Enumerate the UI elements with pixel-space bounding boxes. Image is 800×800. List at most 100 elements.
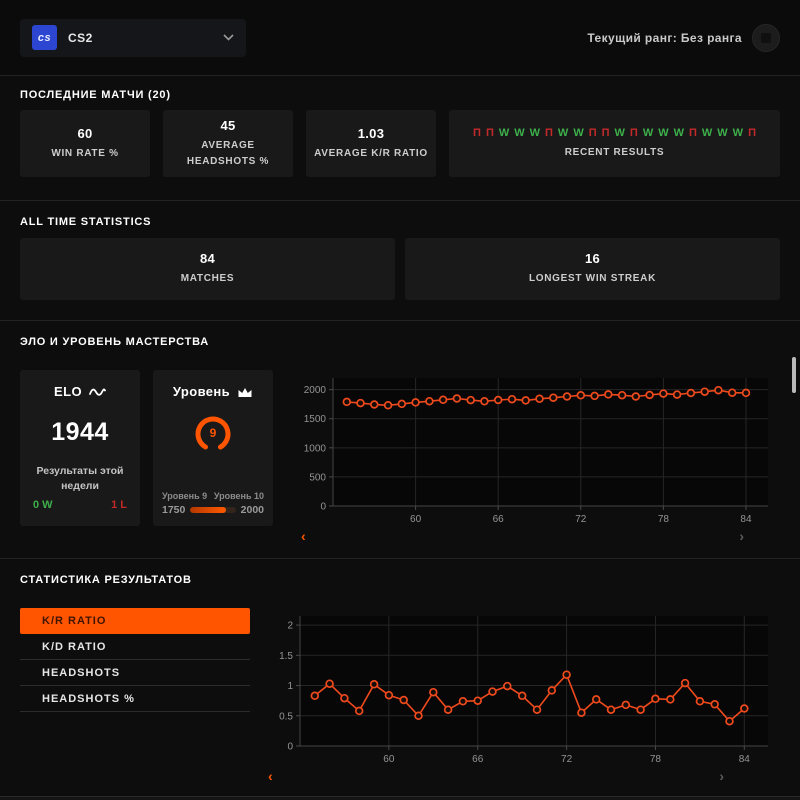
elo-week-subtitle: Результаты этой недели xyxy=(36,465,124,493)
recent-matches-section: ПОСЛЕДНИЕ МАТЧИ (20) 60 WIN RATE % 45 AV… xyxy=(0,76,800,201)
svg-text:60: 60 xyxy=(383,754,395,765)
all-time-title: ALL TIME STATISTICS xyxy=(20,216,152,228)
win-streak-card: 16 LONGEST WIN STREAK xyxy=(405,238,780,300)
match-result-letter: П xyxy=(473,126,481,139)
tab-headshots[interactable]: HEADSHOTS xyxy=(20,660,250,686)
svg-text:1000: 1000 xyxy=(304,443,327,454)
all-time-cards: 84 MATCHES 16 LONGEST WIN STREAK xyxy=(20,238,780,300)
cs2-game-icon: cs xyxy=(32,25,57,50)
stat-tabs: K/R RATIO K/D RATIO HEADSHOTS HEADSHOTS … xyxy=(20,608,250,712)
recent-matches-title: ПОСЛЕДНИЕ МАТЧИ (20) xyxy=(20,89,171,101)
match-result-letter: W xyxy=(717,126,728,139)
svg-text:0: 0 xyxy=(320,502,326,513)
rank-badge-icon xyxy=(752,23,780,52)
current-rank-label: Текущий ранг: Без ранга xyxy=(587,30,742,45)
game-selector-dropdown[interactable]: cs CS2 xyxy=(20,18,246,57)
svg-text:78: 78 xyxy=(658,514,670,525)
tab-kr-ratio[interactable]: K/R RATIO xyxy=(20,608,250,634)
week-wins: 0 W xyxy=(33,499,53,512)
avg-kr-card: 1.03 AVERAGE K/R RATIO xyxy=(306,110,436,177)
page-scrollbar-thumb[interactable] xyxy=(792,357,796,393)
svg-text:60: 60 xyxy=(410,514,422,525)
elo-week-results: 0 W 1 L xyxy=(29,499,131,511)
match-result-letter: W xyxy=(673,126,684,139)
svg-text:2: 2 xyxy=(287,621,293,632)
level-progress-block: Уровень 9 Уровень 10 1750 2000 xyxy=(162,491,264,516)
svg-text:72: 72 xyxy=(575,514,587,525)
current-level-label: Уровень 9 xyxy=(162,491,208,501)
match-result-letter: W xyxy=(529,126,541,139)
kr-chart-prev-button[interactable]: ‹ xyxy=(268,768,273,784)
elo-chart-prev-button[interactable]: ‹ xyxy=(301,528,306,544)
current-rank-group: Текущий ранг: Без ранга xyxy=(587,23,780,52)
elo-chart-pagination: ‹ › xyxy=(293,526,780,546)
match-result-letter: W xyxy=(573,126,584,139)
elo-chart-next-button[interactable]: › xyxy=(739,528,744,544)
elo-row: ELO 1944 Результаты этой недели 0 W 1 L … xyxy=(20,370,780,546)
level-progress-fill xyxy=(190,507,226,513)
match-result-letter: П xyxy=(688,126,697,139)
kr-ratio-chart: 0 0.5 1 1.5 2 60 66 72 78 84 xyxy=(260,608,780,766)
game-selector-value: CS2 xyxy=(68,30,93,45)
kr-chart-column: 0 0.5 1 1.5 2 60 66 72 78 84 ‹ › xyxy=(260,608,780,786)
win-rate-value: 60 xyxy=(77,125,93,141)
week-losses: 1 L xyxy=(111,499,127,512)
win-rate-card: 60 WIN RATE % xyxy=(20,110,150,177)
kr-chart-next-button[interactable]: › xyxy=(719,768,724,784)
match-result-letter: П xyxy=(748,126,756,139)
footer-strip xyxy=(0,797,800,800)
svg-text:66: 66 xyxy=(472,754,484,765)
match-result-letter: W xyxy=(498,126,510,139)
chevron-down-icon xyxy=(223,34,234,41)
recent-stat-cards: 60 WIN RATE % 45 AVERAGE HEADSHOTS % 1.0… xyxy=(20,110,780,177)
match-result-letter: W xyxy=(642,126,654,139)
match-result-letter: W xyxy=(701,126,713,139)
svg-text:1500: 1500 xyxy=(304,414,327,425)
level-card-title: Уровень xyxy=(172,384,231,399)
matches-value: 84 xyxy=(199,251,216,267)
match-result-letter: П xyxy=(545,126,553,139)
matches-label: MATCHES xyxy=(180,273,235,285)
avg-headshots-label: AVERAGE HEADSHOTS % xyxy=(186,140,270,167)
elo-card: ELO 1944 Результаты этой недели 0 W 1 L xyxy=(20,370,140,526)
elo-value: 1944 xyxy=(51,418,109,446)
crown-icon xyxy=(238,387,252,397)
top-bar: cs CS2 Текущий ранг: Без ранга xyxy=(0,0,800,76)
match-result-letter: П xyxy=(588,126,597,139)
kr-chart-pagination: ‹ › xyxy=(260,766,780,786)
win-rate-label: WIN RATE % xyxy=(51,147,119,159)
recent-results-label: RECENT RESULTS xyxy=(564,146,665,158)
match-result-letter: W xyxy=(557,126,569,139)
svg-text:78: 78 xyxy=(650,754,662,765)
svg-text:500: 500 xyxy=(309,472,326,483)
avg-headshots-card: 45 AVERAGE HEADSHOTS % xyxy=(163,110,293,177)
tab-headshots-pct[interactable]: HEADSHOTS % xyxy=(20,686,250,712)
elo-section: ЭЛО И УРОВЕНЬ МАСТЕРСТВА ELO 1944 Резуль… xyxy=(0,321,800,559)
matches-card: 84 MATCHES xyxy=(20,238,395,300)
level-card-header: Уровень xyxy=(162,384,264,399)
avg-kr-value: 1.03 xyxy=(357,125,385,141)
win-streak-label: LONGEST WIN STREAK xyxy=(528,273,657,285)
all-time-section: ALL TIME STATISTICS 84 MATCHES 16 LONGES… xyxy=(0,201,800,321)
match-result-letter: П xyxy=(485,126,494,139)
svg-text:84: 84 xyxy=(740,514,752,525)
elo-card-header: ELO xyxy=(29,384,131,399)
svg-text:0: 0 xyxy=(287,742,293,753)
match-result-letter: W xyxy=(658,126,669,139)
results-stats-title: СТАТИСТИКА РЕЗУЛЬТАТОВ xyxy=(20,574,192,586)
results-stats-section: СТАТИСТИКА РЕЗУЛЬТАТОВ K/R RATIO K/D RAT… xyxy=(0,559,800,797)
match-result-letter: W xyxy=(514,126,525,139)
elo-trend-icon xyxy=(89,387,106,396)
elo-chart-column: 0 500 1000 1500 2000 60 66 72 78 84 ‹ › xyxy=(293,370,780,546)
level-progress-track xyxy=(190,507,236,513)
svg-text:72: 72 xyxy=(561,754,573,765)
match-result-letter: П xyxy=(629,126,638,139)
level-value: 9 xyxy=(209,426,217,440)
match-result-letter: W xyxy=(614,126,625,139)
tab-kd-ratio[interactable]: K/D RATIO xyxy=(20,634,250,660)
svg-text:84: 84 xyxy=(739,754,751,765)
elo-card-title: ELO xyxy=(54,384,82,399)
